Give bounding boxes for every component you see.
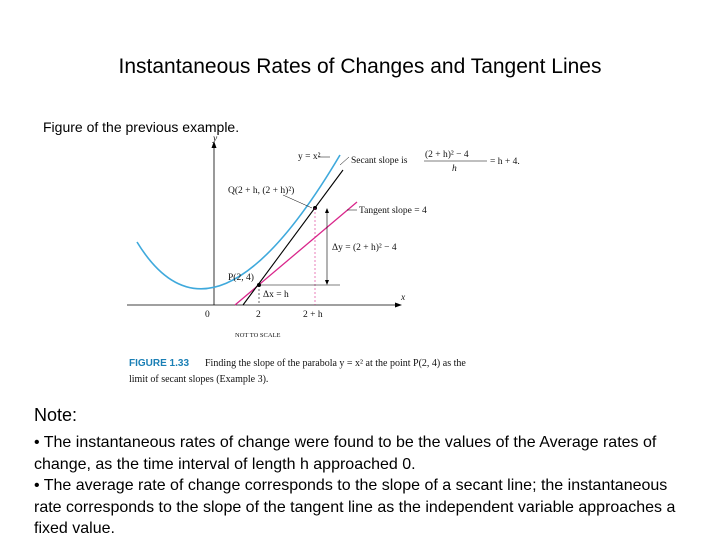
y-axis-label: y bbox=[212, 135, 218, 144]
leader-secant bbox=[339, 156, 350, 166]
note-heading: Note: bbox=[34, 405, 78, 425]
point-q-label: Q(2 + h, (2 + h)²) bbox=[228, 185, 294, 196]
secant-numerator: (2 + h)² − 4 bbox=[425, 149, 469, 160]
tangent-slope-label: Tangent slope = 4 bbox=[359, 206, 427, 216]
figure-caption-line1: Finding the slope of the parabola y = x²… bbox=[205, 358, 466, 369]
delta-x-label: Δx = h bbox=[263, 290, 289, 300]
note-bullets: • The instantaneous rates of change were… bbox=[34, 432, 694, 540]
delta-y-label: Δy = (2 + h)² − 4 bbox=[332, 242, 397, 253]
y-axis-arrow bbox=[211, 141, 217, 148]
x-axis-label: x bbox=[400, 293, 406, 303]
tick-2-plus-h: 2 + h bbox=[303, 310, 323, 320]
parabola-curve bbox=[136, 154, 341, 290]
tick-2: 2 bbox=[256, 310, 261, 320]
point-p-label: P(2, 4) bbox=[228, 272, 254, 283]
figure-intro: Figure of the previous example. bbox=[43, 119, 240, 135]
x-axis-arrow bbox=[395, 302, 402, 308]
figure-caption-line2: limit of secant slopes (Example 3). bbox=[129, 374, 268, 385]
secant-line bbox=[242, 169, 344, 306]
not-to-scale-note: NOT TO SCALE bbox=[235, 332, 281, 339]
parabola-figure: y x y = x² Secant slope is (2 + h)² − 4 … bbox=[127, 135, 520, 385]
slide-title: Instantaneous Rates of Changes and Tange… bbox=[118, 55, 602, 78]
secant-result: = h + 4. bbox=[490, 157, 520, 167]
leader-q bbox=[282, 194, 313, 209]
tick-0: 0 bbox=[205, 310, 210, 320]
secant-denominator: h bbox=[452, 164, 457, 174]
figure-caption-label: FIGURE 1.33 bbox=[129, 358, 189, 369]
bullet-item: • The average rate of change corresponds… bbox=[34, 477, 676, 537]
secant-slope-label: Secant slope is bbox=[351, 156, 408, 166]
bullet-item: • The instantaneous rates of change were… bbox=[34, 434, 657, 473]
tangent-line bbox=[234, 201, 358, 306]
curve-label: y = x² bbox=[298, 152, 321, 162]
